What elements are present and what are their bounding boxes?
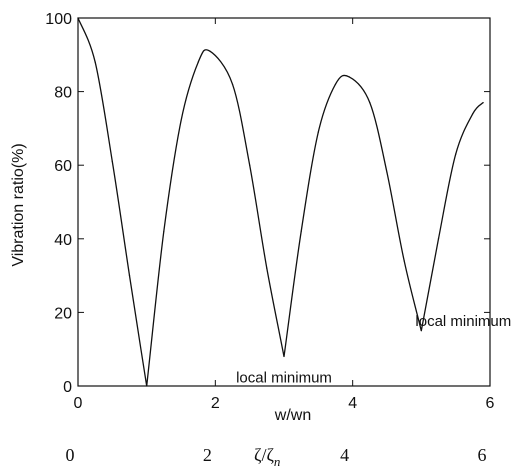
data-point [209,50,211,52]
data-point [317,131,319,133]
data-point [437,238,440,240]
secondary-tick-label: 6 [478,445,487,465]
data-point [369,102,371,104]
data-point [386,171,388,174]
data-point [180,120,182,122]
x-axis-label: w/wn [274,407,311,424]
data-point [128,275,131,277]
annotation-local-minimum: local minimum [415,313,511,330]
y-tick-label: 80 [54,85,72,102]
plot-frame [77,17,491,387]
data-point [455,153,457,155]
data-point [111,160,113,163]
y-tick-label: 0 [63,379,72,396]
data-point [197,61,199,63]
data-point [266,267,268,269]
data-point [77,17,79,19]
y-tick-label: 40 [54,232,72,249]
data-point [482,102,484,104]
data-point [348,76,350,78]
x-tick-label: 6 [486,395,495,412]
data-point [472,113,474,115]
secondary-axis: 0 2 4 6 [66,445,487,465]
y-tick-label: 100 [45,11,72,28]
data-point [300,230,302,233]
x-tick-label: 0 [74,395,83,412]
series-line [77,17,484,387]
y-axis-label: Vibration ratio(%) [10,143,27,266]
x-tick-label: 2 [211,395,220,412]
annotation-local-minimum: local minimum [236,370,332,387]
data-point [334,83,337,85]
data-point [283,355,285,358]
secondary-axis-label: ζ/ζn [254,445,280,469]
secondary-tick-label: 2 [203,445,212,465]
data-point [231,83,234,85]
data-point [163,230,165,233]
data-point [420,330,422,332]
data-point [146,385,148,387]
data-point [249,164,251,166]
secondary-axis-label-subscript: n [274,454,281,469]
data-point [94,61,96,63]
secondary-tick-label: 0 [66,445,75,465]
y-tick-label: 20 [54,305,72,322]
y-tick-label: 60 [54,158,72,175]
secondary-tick-label: 4 [340,445,349,465]
data-point [403,260,405,262]
x-tick-label: 4 [348,395,357,412]
